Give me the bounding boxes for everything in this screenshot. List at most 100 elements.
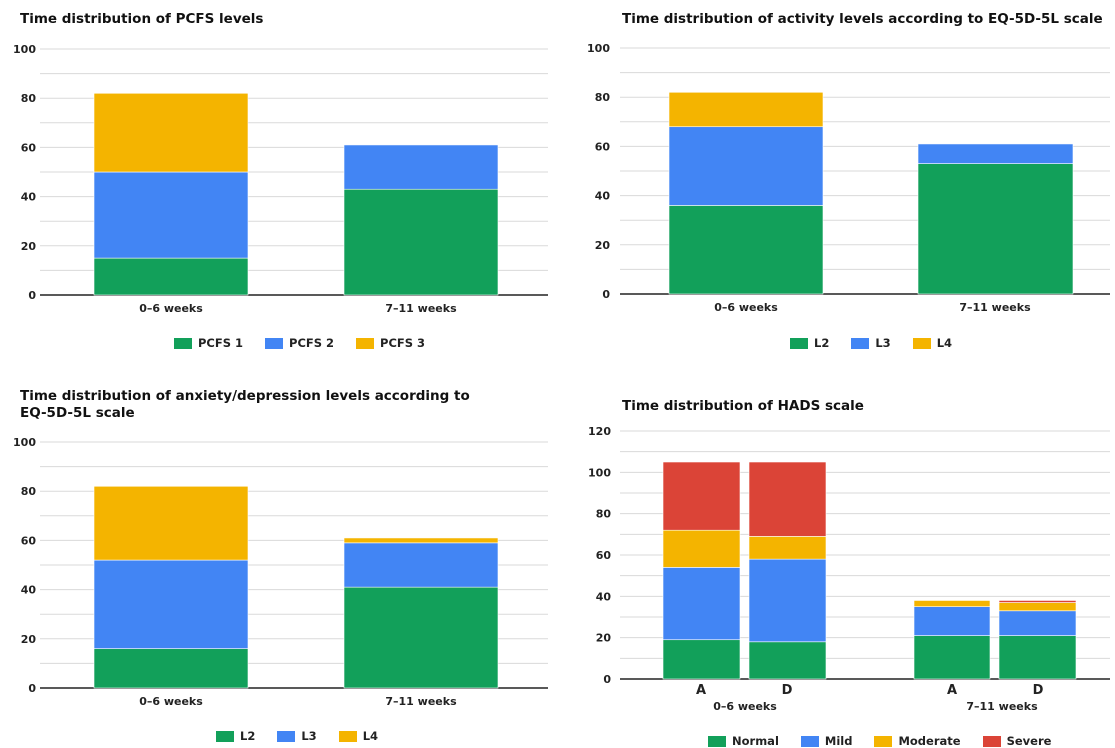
bar-mild: [998, 610, 1077, 636]
bar-mild: [913, 606, 991, 636]
x-tick-label: D: [1033, 683, 1044, 698]
bar-normal: [998, 635, 1077, 680]
legend-swatch: [851, 337, 870, 349]
bar-l2: [917, 163, 1074, 295]
bar-normal: [913, 635, 991, 680]
legend-label: L4: [936, 336, 953, 350]
legend-swatch: [174, 337, 192, 349]
y-tick-label: 80: [596, 508, 612, 521]
bar-moderate: [998, 602, 1077, 612]
legend-swatch: [277, 730, 296, 742]
legend-item: PCFS 2: [265, 336, 334, 350]
chart1-plot: 0 20 40 60 80 100 0–6 weeks 7–11 weeks: [13, 43, 548, 315]
legend-swatch: [338, 730, 357, 742]
x-tick-label: 7–11 weeks: [959, 301, 1031, 314]
y-tick-label: 60: [21, 141, 37, 154]
bar-severe: [662, 461, 741, 531]
legend-item: PCFS 3: [356, 336, 425, 350]
y-tick-label: 0: [602, 288, 610, 301]
chart4-legend: Normal Mild Moderate Severe: [708, 734, 1051, 748]
bar-normal: [662, 639, 741, 680]
x-tick-label: A: [696, 683, 706, 698]
y-tick-label: 100: [13, 43, 36, 56]
y-tick-label: 40: [595, 190, 611, 203]
chart1-title: Time distribution of PCFS levels: [20, 11, 264, 27]
x-tick-label: 7–11 weeks: [385, 302, 457, 315]
legend-swatch: [982, 735, 1001, 747]
legend-item: L2: [790, 336, 829, 350]
y-tick-label: 80: [595, 91, 611, 104]
bar-l4: [93, 485, 249, 561]
x-group-label: 0–6 weeks: [713, 700, 777, 713]
legend-item: L3: [277, 729, 317, 743]
bar-moderate: [748, 536, 827, 560]
bar-moderate: [662, 529, 741, 568]
legend-swatch: [216, 730, 234, 742]
legend-label: PCFS 1: [198, 336, 244, 350]
y-tick-label: 0: [28, 682, 36, 695]
legend-item: L3: [851, 336, 891, 350]
x-tick-label: 7–11 weeks: [385, 695, 457, 708]
legend-item: Normal: [708, 734, 779, 748]
legend-label: L4: [362, 729, 379, 743]
chart3-title: Time distribution of anxiety/depression …: [20, 388, 470, 421]
y-tick-label: 100: [588, 466, 611, 479]
chart3-plot: 0 20 40 60 80 100 0–6 weeks 7–11 weeks: [13, 436, 548, 708]
bar-l3: [93, 559, 249, 649]
bar-mild: [748, 558, 827, 643]
legend-swatch: [790, 337, 808, 349]
bar-moderate: [913, 600, 991, 607]
y-tick-label: 20: [21, 633, 37, 646]
legend-item: Mild: [800, 734, 853, 748]
y-tick-label: 0: [603, 673, 611, 686]
bar-severe: [998, 600, 1077, 603]
legend-swatch: [356, 337, 375, 349]
legend-item: Severe: [982, 734, 1052, 748]
legend-item: Moderate: [874, 734, 961, 748]
chart4-title: Time distribution of HADS scale: [622, 398, 864, 414]
y-tick-label: 40: [21, 191, 37, 204]
bar-severe: [748, 461, 827, 537]
y-tick-label: 0: [28, 289, 36, 302]
legend-item: L4: [338, 729, 379, 743]
legend-swatch: [708, 735, 726, 747]
y-tick-label: 20: [595, 239, 611, 252]
y-tick-label: 120: [588, 425, 611, 438]
bar-pcfs-2: [93, 171, 249, 259]
x-tick-label: D: [782, 683, 793, 698]
chart4-plot: 0 20 40 60 80 100 120 A D A D 0–6 weeks 7–11 weeks: [588, 425, 1110, 713]
x-tick-label: 0–6 weeks: [139, 302, 203, 315]
legend-swatch: [912, 337, 931, 349]
legend-label: PCFS 3: [380, 336, 426, 350]
legend-label: L3: [301, 729, 317, 743]
bar-l4: [668, 91, 824, 128]
bar-l3: [668, 126, 824, 206]
bar-mild: [662, 567, 741, 641]
x-tick-label: 0–6 weeks: [139, 695, 203, 708]
legend-label: L2: [240, 729, 256, 743]
legend-item: L4: [912, 336, 953, 350]
legend-label: Normal: [732, 734, 779, 748]
legend-label: Mild: [824, 734, 853, 748]
bar-normal: [748, 641, 827, 680]
legend-label: Severe: [1006, 734, 1052, 748]
legend-label: PCFS 2: [289, 336, 335, 350]
x-group-label: 7–11 weeks: [966, 700, 1038, 713]
y-tick-label: 100: [13, 436, 36, 449]
y-tick-label: 40: [21, 584, 37, 597]
y-tick-label: 60: [595, 140, 611, 153]
bar-l3: [917, 143, 1074, 164]
y-tick-label: 20: [596, 632, 612, 645]
y-tick-label: 60: [21, 534, 37, 547]
legend-label: Moderate: [898, 734, 961, 748]
bar-pcfs-2: [343, 144, 499, 190]
bar-l2: [93, 648, 249, 689]
legend-swatch: [265, 337, 284, 349]
legend-swatch: [800, 735, 819, 747]
chart2-title: Time distribution of activity levels acc…: [622, 11, 1103, 27]
chart3-legend: L2 L3 L4: [216, 729, 378, 743]
legend-label: L3: [875, 336, 891, 350]
legend-label: L2: [814, 336, 830, 350]
legend-swatch: [874, 735, 893, 747]
legend-item: L2: [216, 729, 255, 743]
